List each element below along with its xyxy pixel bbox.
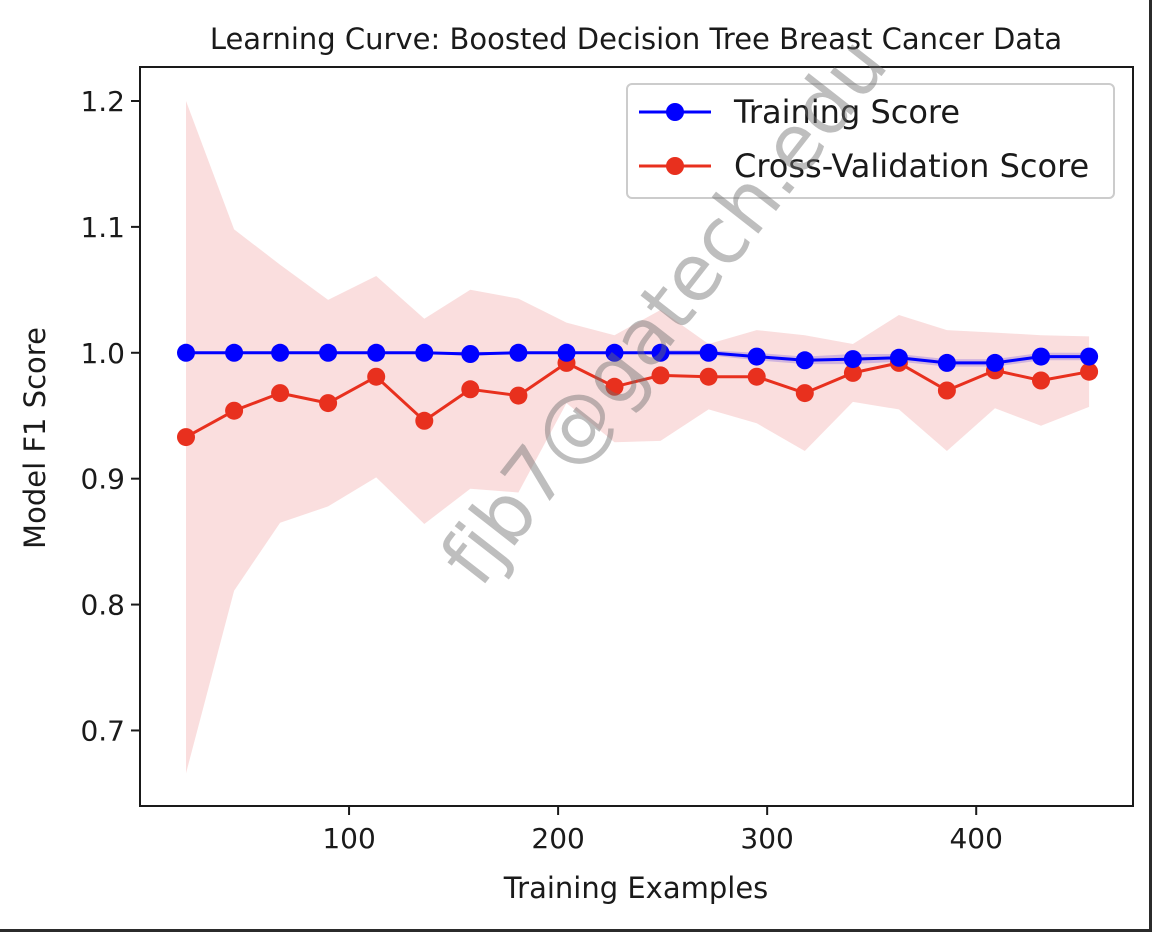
data-point-training — [795, 351, 814, 370]
data-point-training — [367, 343, 386, 362]
y-tick-label: 1.1 — [80, 211, 125, 244]
data-point-cross-validation — [225, 401, 244, 420]
y-tick-label: 0.9 — [80, 463, 125, 496]
data-point-training — [699, 343, 718, 362]
data-point-training — [1032, 347, 1050, 366]
y-tick-label: 0.8 — [80, 589, 125, 622]
legend-label-training: Training Score — [733, 93, 960, 131]
data-point-cross-validation — [1032, 371, 1050, 390]
data-point-training — [509, 343, 528, 362]
x-axis-label: Training Examples — [503, 871, 769, 905]
data-point-cross-validation — [367, 367, 386, 386]
legend-frame — [626, 83, 1115, 199]
x-tick-label: 100 — [322, 822, 375, 855]
chart-title: Learning Curve: Boosted Decision Tree Br… — [210, 22, 1062, 56]
data-point-training — [986, 353, 1004, 372]
data-point-cross-validation — [509, 386, 528, 405]
data-point-cross-validation — [843, 363, 862, 382]
y-axis-label: Model F1 Score — [18, 327, 52, 549]
data-point-training — [319, 343, 338, 362]
legend-label-cross-validation: Cross-Validation Score — [734, 147, 1089, 185]
data-point-cross-validation — [651, 366, 670, 385]
y-tick-label: 1.2 — [80, 85, 125, 118]
data-point-training — [415, 343, 434, 362]
series-line-cross-validation — [185, 361, 1090, 439]
data-point-training — [557, 343, 576, 362]
data-point-training — [177, 343, 195, 362]
data-point-training — [225, 343, 244, 362]
legend: Training Score Cross-Validation Score — [626, 83, 1115, 199]
legend-marker-training — [666, 103, 684, 121]
plot-area: 100 200 300 400 0.7 0.8 0.9 1.0 1.1 1.2 — [80, 66, 1134, 855]
data-point-cross-validation — [795, 384, 814, 403]
y-tick-label: 1.0 — [80, 337, 125, 370]
y-tick-label: 0.7 — [80, 714, 125, 747]
data-point-cross-validation — [605, 377, 624, 396]
data-point-training — [843, 350, 862, 369]
data-point-training — [937, 353, 956, 372]
data-point-cross-validation — [177, 428, 195, 447]
data-point-cross-validation — [1080, 362, 1099, 381]
confidence-band-cross-validation — [186, 101, 1090, 774]
axes-frame — [139, 66, 1134, 807]
data-point-training — [747, 347, 766, 366]
legend-marker-cross-validation — [666, 157, 684, 175]
data-point-cross-validation — [415, 411, 434, 430]
data-point-cross-validation — [699, 367, 718, 386]
data-point-training — [651, 343, 670, 362]
x-tick-label: 200 — [531, 822, 584, 855]
data-point-training — [605, 343, 624, 362]
data-point-training — [461, 345, 480, 363]
data-point-cross-validation — [747, 367, 766, 386]
data-point-cross-validation — [937, 381, 956, 400]
data-point-cross-validation — [461, 380, 480, 399]
data-point-cross-validation — [271, 384, 290, 403]
data-point-training — [889, 348, 908, 367]
x-tick-label: 300 — [740, 822, 793, 855]
data-point-training — [1080, 347, 1099, 366]
data-point-cross-validation — [319, 394, 338, 413]
data-point-training — [271, 343, 290, 362]
x-tick-label: 400 — [949, 822, 1002, 855]
confidence-band-training — [186, 350, 1090, 367]
